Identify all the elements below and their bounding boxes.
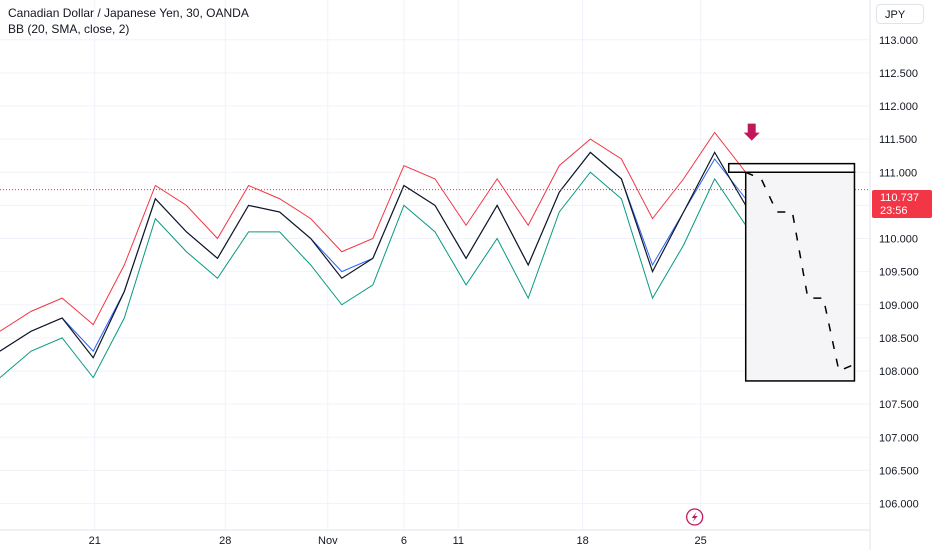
last-price-tag: 110.737 23:56 [872,190,932,218]
y-tick-label: 109.500 [879,267,919,279]
lower-band-line [0,171,747,379]
y-tick-label: 113.000 [879,35,918,47]
y-tick-label: 112.000 [879,101,918,113]
lightning-glyph [691,512,698,522]
y-tick-label: 107.500 [879,399,919,411]
y-tick-label: 111.500 [879,134,917,146]
last-price-value: 110.737 [880,192,919,204]
sell-arrow-icon [743,123,760,141]
chart-title: Canadian Dollar / Japanese Yen, 30, OAND… [8,6,249,20]
y-tick-label: 108.500 [879,333,919,345]
price-line [0,151,747,359]
stop-zone-box[interactable] [727,162,856,173]
x-tick-label: 28 [219,535,231,547]
y-tick-label: 107.000 [879,432,919,444]
y-tick-label: 111.000 [879,167,917,179]
upper-band-line [0,131,747,332]
bar-countdown: 23:56 [880,205,908,217]
indicator-legend[interactable]: BB (20, SMA, close, 2) [8,22,130,36]
y-tick-label: 106.000 [879,499,919,511]
x-tick-label: Nov [318,535,338,547]
currency-button[interactable]: JPY [876,4,924,24]
x-tick-label: 25 [695,535,707,547]
x-tick-label: 18 [576,535,588,547]
y-tick-label: 106.500 [879,465,919,477]
x-tick-label: 21 [89,535,101,547]
y-tick-label: 110.000 [879,234,918,246]
projection-path[interactable] [745,171,855,373]
y-tick-label: 108.000 [879,366,919,378]
target-zone-box[interactable] [744,171,856,382]
lightning-icon[interactable] [686,508,704,526]
x-tick-label: 6 [401,535,407,547]
y-tick-label: 112.500 [879,68,918,80]
x-tick-label: 11 [453,535,464,547]
y-tick-label: 109.000 [879,300,919,312]
